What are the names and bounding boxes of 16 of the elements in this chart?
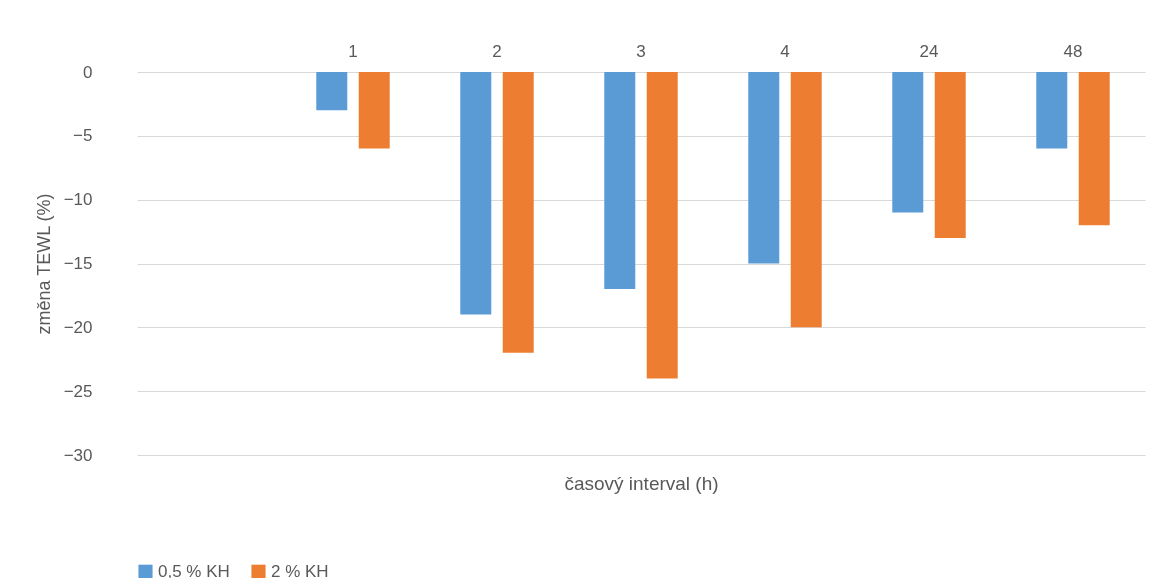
y-tick-label: −15 — [63, 254, 93, 273]
x-tick-label: 24 — [919, 41, 939, 61]
legend-label: 2 % KH — [271, 561, 329, 578]
y-tick-label: −5 — [73, 126, 93, 146]
y-tick-label: 0 — [83, 62, 93, 82]
y-tick-label: −20 — [63, 317, 93, 337]
y-tick-label: −10 — [63, 190, 93, 210]
y-axis-title: změna TEWL (%) — [33, 193, 54, 335]
y-tick-label: −25 — [63, 381, 93, 401]
x-tick-label: 1 — [348, 41, 358, 61]
x-tick-label: 2 — [492, 41, 502, 61]
x-tick-label: 4 — [780, 41, 790, 61]
x-axis-title: časový interval (h) — [564, 472, 719, 494]
y-tick-label: −30 — [63, 445, 93, 465]
x-tick-label: 48 — [1063, 41, 1083, 61]
x-tick-label: 3 — [636, 41, 646, 61]
